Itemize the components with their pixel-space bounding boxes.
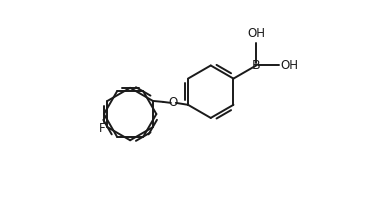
Text: F: F xyxy=(98,122,105,135)
Text: OH: OH xyxy=(281,59,299,72)
Text: B: B xyxy=(252,59,260,72)
Text: OH: OH xyxy=(247,27,265,40)
Text: O: O xyxy=(169,96,178,109)
